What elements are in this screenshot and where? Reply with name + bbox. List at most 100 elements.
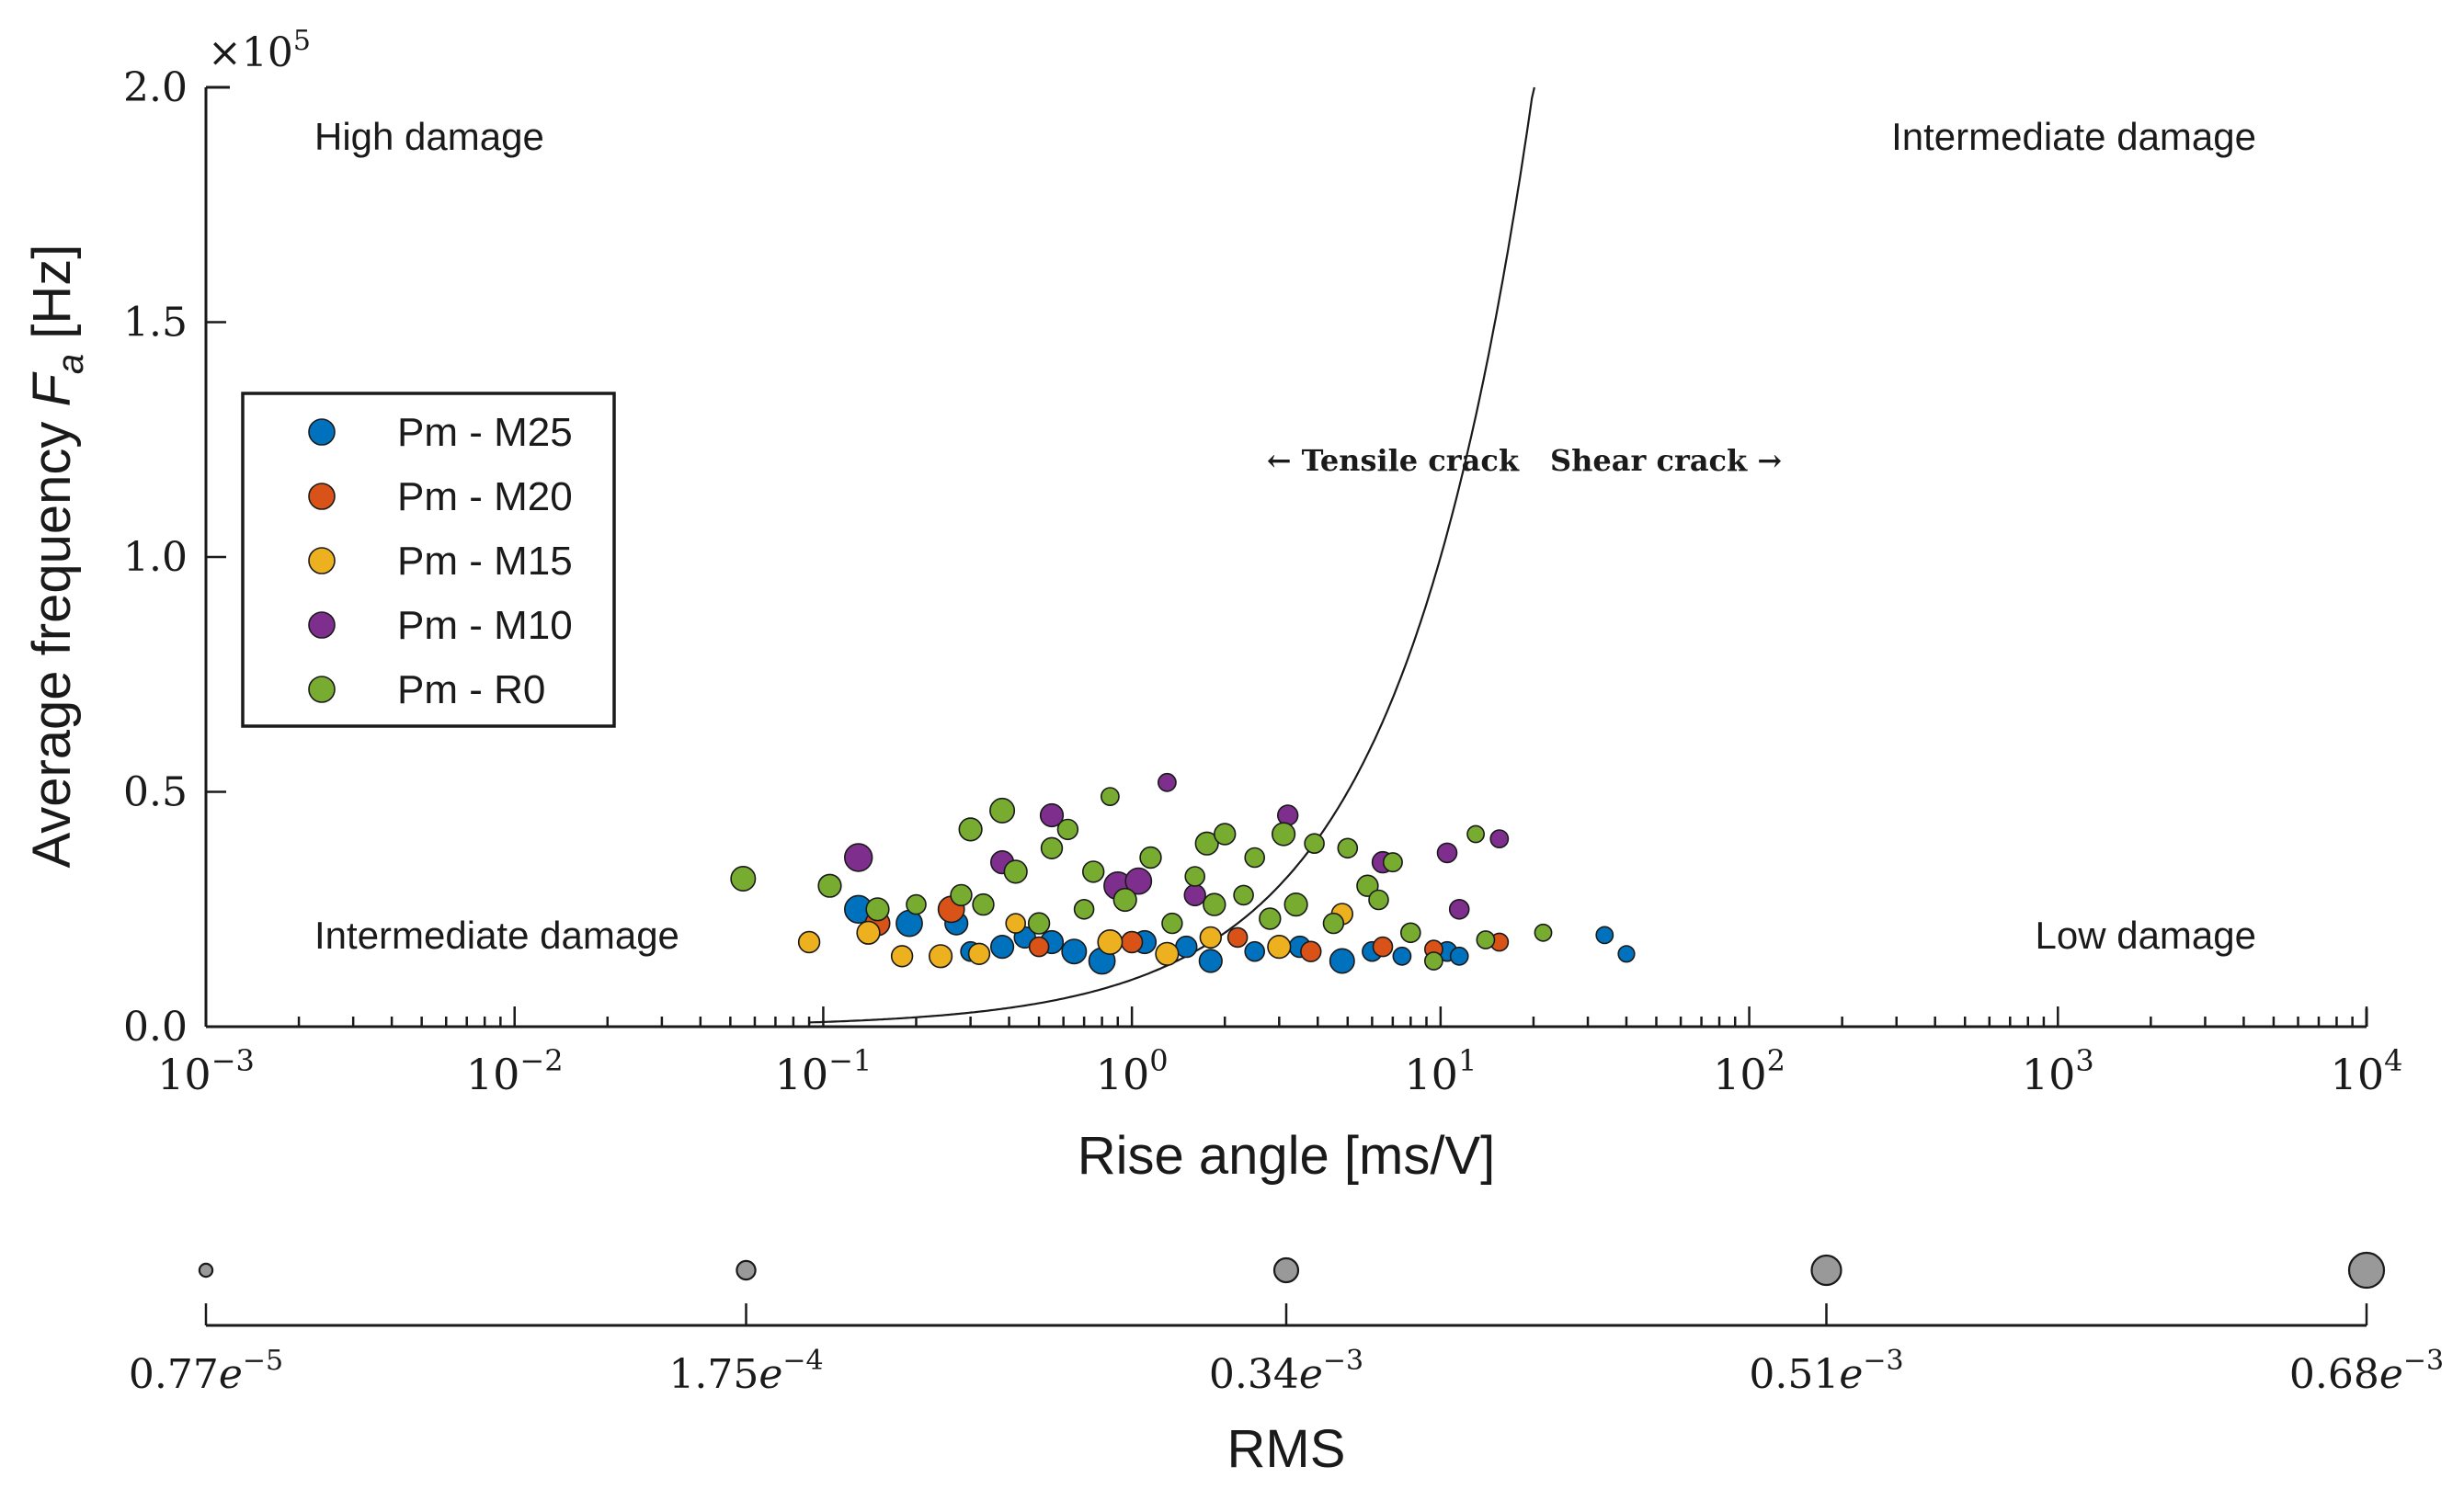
data-point [1081,860,1105,883]
data-point [865,897,890,922]
y-multiplier: ×105 [208,25,311,76]
data-point [1139,846,1162,870]
data-point [1028,936,1050,958]
rms-mantissa: 0.34 [1209,1351,1299,1398]
scatter-points [730,772,1636,975]
data-point [1476,930,1496,949]
rms-scale-label: 0.51e−3 [1749,1345,1903,1398]
x-tick-label: 10−3 [157,1043,255,1099]
x-tick-base: 10 [2022,1050,2076,1099]
data-point [730,865,757,892]
legend-label: Pm - M15 [397,539,573,584]
data-point [950,883,973,907]
legend-label: Pm - M20 [397,474,573,519]
data-point [989,797,1016,824]
data-point [928,944,953,969]
data-point [1595,926,1614,945]
data-point [1617,945,1636,963]
data-point [989,934,1015,960]
region-label-top-left: High damage [314,115,544,158]
series-pm-m15 [797,903,1354,969]
y-tick-label: 0.0 [123,1004,188,1051]
x-tick-exponent: −3 [211,1043,255,1078]
x-tick-base: 10 [2331,1050,2385,1099]
region-label-bottom-right: Low damage [2036,914,2257,957]
rms-e: e [1299,1351,1323,1398]
data-point [1382,852,1403,873]
x-tick-label: 104 [2331,1043,2403,1099]
legend-marker [308,547,336,574]
data-point [972,892,995,916]
x-tick-base: 10 [466,1050,520,1099]
data-point [1448,898,1470,920]
x-tick-label: 101 [1404,1043,1477,1099]
data-point [1233,884,1254,906]
data-point [890,945,914,968]
x-tick-base: 10 [1404,1050,1458,1099]
rms-scale-title: RMS [1227,1419,1346,1479]
rms-e: e [1839,1351,1863,1398]
x-tick-exponent: −2 [519,1043,563,1078]
rms-exponent: −4 [782,1345,823,1377]
legend-label: Pm - M25 [397,410,573,455]
y-axis-label: Average frequency Fa [Hz] [22,244,91,869]
legend-marker [308,676,336,703]
data-point [1203,892,1226,916]
data-point [1124,867,1153,895]
data-point [1194,831,1219,856]
data-point [1198,949,1223,973]
data-point [1449,946,1469,966]
x-tick-base: 10 [157,1050,211,1099]
data-point [1101,787,1120,807]
x-tick-exponent: 0 [1149,1043,1168,1078]
x-axis-ticks: 10−3 10−2 10−1 100 101 102 103 104 [157,1006,2402,1099]
data-point [1056,818,1079,841]
rms-exponent: −3 [1323,1345,1363,1377]
y-tick-label: 1.5 [123,300,188,347]
x-axis-label: Rise angle [ms/V] [1078,1126,1496,1186]
rms-size-marker [1272,1256,1300,1284]
x-tick-exponent: 1 [1458,1043,1477,1078]
rms-size-legend: 0.77e−5 1.75e−4 0.34e−3 0.51e−3 0.68e−3 RMS [129,1251,2444,1479]
rms-exponent: −5 [243,1345,283,1377]
y-tick-label: 1.0 [123,534,188,581]
data-point [1158,772,1177,792]
data-point [1061,938,1088,965]
y-tick-label: 2.0 [123,64,188,111]
rms-e: e [759,1351,782,1398]
rms-size-marker [1810,1254,1842,1287]
y-tick-label: 0.5 [123,769,188,816]
data-point [1534,923,1553,942]
data-point [906,893,927,915]
x-tick-exponent: 4 [2384,1043,2402,1078]
x-tick-exponent: −1 [828,1043,872,1078]
legend-marker [308,483,336,510]
data-point [967,942,991,966]
y-axis-unit: [Hz] [22,244,82,339]
rms-e: e [2379,1351,2403,1398]
shear-crack-label: Shear crack → [1550,443,1782,478]
series-pm-m10 [843,772,1510,920]
data-point [1329,948,1355,974]
x-tick-exponent: 2 [1767,1043,1785,1078]
legend-label: Pm - R0 [397,667,545,712]
data-point [1040,836,1064,859]
data-point [1244,847,1265,869]
rms-mantissa: 1.75 [668,1351,759,1398]
rms-size-marker [736,1259,757,1281]
data-point [1161,912,1183,935]
data-point [843,843,873,872]
data-point [1337,837,1359,859]
data-point [1283,892,1308,917]
legend-marker [308,418,336,446]
data-point [1226,926,1249,949]
data-point [1466,824,1486,844]
x-tick-label: 10−1 [775,1043,873,1099]
x-tick-base: 10 [1096,1050,1150,1099]
y-axis-symbol: F [22,371,82,407]
data-point [1271,822,1296,847]
data-point [1259,907,1282,930]
rms-mantissa: 0.77 [129,1351,219,1398]
data-point [1489,829,1510,849]
